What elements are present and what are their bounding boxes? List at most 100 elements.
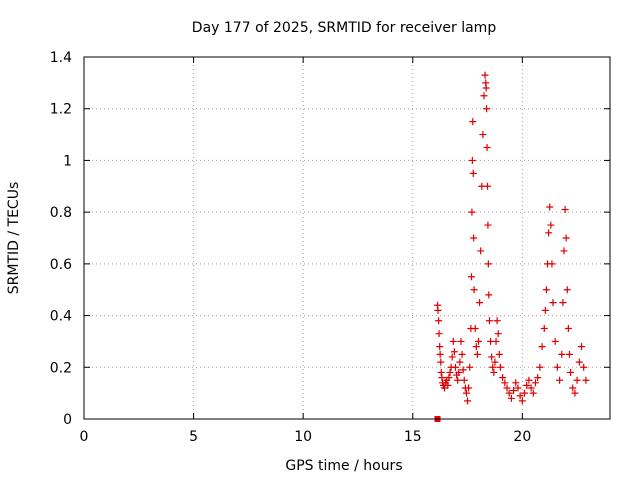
data-point xyxy=(507,394,515,402)
data-point xyxy=(481,71,489,79)
data-point xyxy=(483,105,491,113)
data-point xyxy=(565,350,573,358)
y-tick-label: 0.4 xyxy=(50,309,72,325)
x-tick-label: 5 xyxy=(189,429,198,445)
data-point xyxy=(534,374,542,382)
data-point xyxy=(437,368,445,376)
data-point xyxy=(445,374,453,382)
data-point xyxy=(569,384,577,392)
chart-title: Day 177 of 2025, SRMTID for receiver lam… xyxy=(192,20,497,36)
data-point xyxy=(496,363,504,371)
data-point xyxy=(437,358,445,366)
x-tick-label: 10 xyxy=(294,429,312,445)
data-point xyxy=(547,221,555,229)
data-point xyxy=(501,379,509,387)
x-tick-label: 15 xyxy=(404,429,422,445)
data-point xyxy=(575,358,583,366)
data-point xyxy=(516,392,524,400)
data-point xyxy=(571,389,579,397)
data-point xyxy=(436,343,444,351)
data-point xyxy=(477,247,485,255)
data-point xyxy=(518,397,526,405)
y-tick-label: 1 xyxy=(63,153,72,169)
data-point xyxy=(558,350,566,358)
data-point xyxy=(548,260,556,268)
data-point xyxy=(538,343,546,351)
data-point xyxy=(580,363,588,371)
y-tick-label: 0 xyxy=(63,412,72,428)
data-point xyxy=(578,343,586,351)
data-point xyxy=(484,221,492,229)
data-point xyxy=(484,260,492,268)
data-point xyxy=(469,169,477,177)
data-point xyxy=(459,366,467,374)
data-point xyxy=(482,84,490,92)
axis-ticks: 0 5 10 15 20 0 0.2 0.4 0.6 0.8 1 1.2 1.4 xyxy=(50,50,610,445)
data-point xyxy=(467,273,475,281)
data-point xyxy=(449,337,457,345)
y-tick-label: 1.4 xyxy=(50,50,72,66)
data-point xyxy=(542,286,550,294)
data-point xyxy=(458,350,466,358)
data-point xyxy=(523,381,531,389)
data-point xyxy=(451,363,459,371)
data-point xyxy=(483,144,491,151)
data-point xyxy=(473,350,481,358)
data-point xyxy=(460,376,468,384)
data-point xyxy=(562,234,570,242)
data-point xyxy=(472,343,480,351)
data-point xyxy=(448,353,456,361)
data-point xyxy=(551,337,559,345)
data-point xyxy=(469,118,477,126)
data-point xyxy=(444,381,452,389)
data-point xyxy=(559,299,567,307)
data-point xyxy=(531,379,539,387)
data-point xyxy=(456,358,464,366)
data-point xyxy=(505,389,513,397)
data-point xyxy=(457,337,465,345)
data-point xyxy=(435,317,443,325)
data-point xyxy=(556,376,564,384)
data-point xyxy=(434,306,442,314)
y-tick-label: 0.6 xyxy=(50,257,72,273)
data-point xyxy=(479,131,487,139)
data-point xyxy=(561,206,569,214)
data-point xyxy=(475,337,482,345)
y-tick-label: 1.2 xyxy=(50,102,72,118)
data-point xyxy=(465,384,473,392)
data-point xyxy=(514,384,522,392)
data-point xyxy=(490,368,498,376)
data-point xyxy=(450,348,458,356)
data-point xyxy=(471,325,479,332)
data-point xyxy=(446,368,454,376)
data-point xyxy=(564,325,572,332)
data-point xyxy=(546,203,554,211)
y-tick-label: 0.8 xyxy=(50,205,72,221)
data-point xyxy=(510,387,518,395)
data-point xyxy=(545,229,553,237)
data-point xyxy=(462,389,470,397)
data-point xyxy=(489,363,497,371)
data-point xyxy=(540,325,548,332)
data-point xyxy=(495,350,503,358)
data-point xyxy=(499,374,507,382)
data-point xyxy=(541,306,549,314)
x-tick-label: 20 xyxy=(513,429,531,445)
data-point xyxy=(567,368,575,376)
data-point xyxy=(563,286,571,294)
gridlines xyxy=(84,57,610,419)
data-point xyxy=(454,376,462,384)
data-point xyxy=(492,337,500,345)
data-point xyxy=(493,317,501,325)
y-axis-label: SRMTID / TECUs xyxy=(6,182,22,295)
data-point xyxy=(468,156,476,164)
x-axis-label: GPS time / hours xyxy=(285,458,402,474)
data-point xyxy=(553,363,561,371)
data-point xyxy=(438,374,446,382)
data-point xyxy=(470,234,478,242)
data-point xyxy=(503,384,511,392)
data-point xyxy=(464,397,472,405)
data-point xyxy=(436,350,444,358)
data-point xyxy=(512,379,520,387)
